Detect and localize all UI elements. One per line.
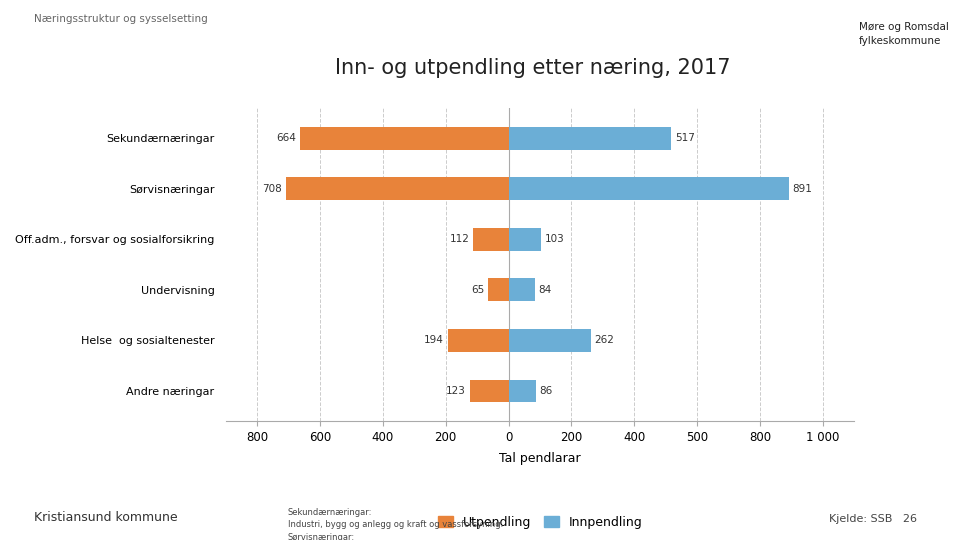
- Bar: [447, 329, 509, 352]
- Bar: [509, 329, 591, 352]
- Bar: [488, 279, 509, 301]
- Text: 103: 103: [544, 234, 564, 244]
- Text: 517: 517: [675, 133, 695, 143]
- Text: 194: 194: [424, 335, 444, 346]
- Bar: [300, 127, 509, 150]
- Text: 84: 84: [539, 285, 552, 295]
- Text: 65: 65: [471, 285, 485, 295]
- Text: 112: 112: [449, 234, 469, 244]
- Legend: Utpendling, Innpendling: Utpendling, Innpendling: [433, 511, 647, 534]
- Bar: [509, 380, 536, 402]
- X-axis label: Tal pendlarar: Tal pendlarar: [499, 453, 581, 465]
- Text: 708: 708: [262, 184, 282, 194]
- Bar: [509, 279, 535, 301]
- Text: 86: 86: [540, 386, 553, 396]
- Bar: [469, 380, 509, 402]
- Bar: [509, 127, 671, 150]
- Bar: [509, 178, 789, 200]
- Text: Møre og Romsdal
fylkeskommune: Møre og Romsdal fylkeskommune: [859, 22, 949, 45]
- Text: Inn- og utpendling etter næring, 2017: Inn- og utpendling etter næring, 2017: [335, 57, 731, 78]
- Text: Kristiansund kommune: Kristiansund kommune: [34, 511, 178, 524]
- Text: Næringsstruktur og sysselsetting: Næringsstruktur og sysselsetting: [34, 14, 207, 24]
- Text: Kjelde: SSB   26: Kjelde: SSB 26: [828, 514, 917, 524]
- Bar: [509, 228, 540, 251]
- Text: 891: 891: [792, 184, 812, 194]
- Bar: [473, 228, 509, 251]
- Text: 664: 664: [276, 133, 296, 143]
- Bar: [286, 178, 509, 200]
- Text: 262: 262: [594, 335, 614, 346]
- Text: Sekundærnæringar:
Industri, bygg og anlegg og kraft og vassforsyning.
Sørvisnæri: Sekundærnæringar: Industri, bygg og anle…: [288, 508, 675, 540]
- Text: 123: 123: [446, 386, 467, 396]
